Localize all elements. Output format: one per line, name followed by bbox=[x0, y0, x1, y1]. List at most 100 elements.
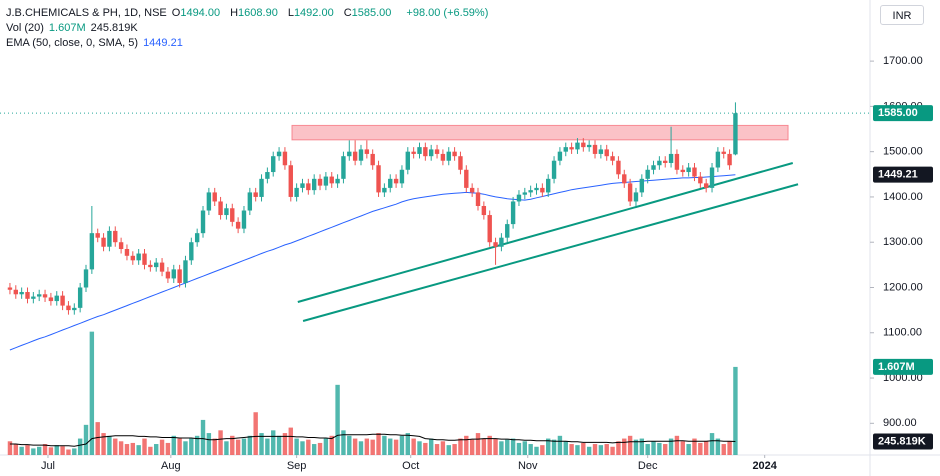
candle-body bbox=[598, 149, 604, 154]
volume-bar bbox=[107, 435, 112, 455]
candle-body bbox=[393, 178, 399, 184]
candle-body bbox=[288, 165, 293, 197]
volume-bar bbox=[352, 438, 358, 455]
volume-bar bbox=[306, 439, 311, 455]
ohlc-value: 1585.00 bbox=[351, 7, 392, 19]
volume-bar bbox=[540, 445, 545, 455]
ohlc-field: H1608.90 bbox=[230, 7, 283, 19]
currency-button[interactable]: INR bbox=[880, 5, 924, 25]
volume-bar bbox=[113, 438, 118, 455]
volume-bar bbox=[124, 444, 130, 455]
volume-bar bbox=[347, 435, 352, 455]
change: +98.00 (+6.59%) bbox=[406, 7, 489, 19]
candle-body bbox=[405, 151, 410, 170]
candle-body bbox=[171, 269, 176, 279]
candle-body bbox=[165, 271, 171, 279]
ohlc-key: C bbox=[343, 7, 352, 19]
candle-body bbox=[516, 194, 522, 202]
volume-bar bbox=[13, 444, 18, 455]
candle-body bbox=[200, 210, 206, 234]
volume-bar bbox=[230, 435, 235, 455]
volume-legend: Vol (20) 1.607M 245.819K bbox=[6, 21, 143, 35]
volume-bar bbox=[557, 435, 563, 455]
volume-bar bbox=[253, 412, 258, 455]
y-tick-label: 1000.00 bbox=[883, 372, 923, 384]
volume-bar bbox=[288, 427, 293, 455]
volume-bar bbox=[639, 438, 645, 455]
volume-bar bbox=[341, 430, 346, 455]
volume-bar bbox=[54, 445, 59, 455]
candle-body bbox=[709, 167, 715, 188]
volume-bar bbox=[393, 439, 399, 455]
volume-bar bbox=[66, 449, 71, 455]
candle-body bbox=[89, 233, 95, 270]
volume-bar bbox=[265, 438, 270, 455]
volume-bar bbox=[493, 438, 498, 455]
y-tick-label: 1200.00 bbox=[883, 281, 923, 293]
volume-bar bbox=[376, 433, 381, 455]
volume-bar bbox=[276, 435, 282, 455]
candle-body bbox=[48, 297, 54, 302]
candle-body bbox=[212, 192, 217, 202]
ohlc-fields: O1494.00 H1608.90 L1492.00 C1585.00 bbox=[172, 7, 402, 19]
trendline bbox=[302, 183, 799, 322]
candle-body bbox=[54, 295, 59, 302]
last-price-label-box bbox=[873, 105, 933, 122]
candle-body bbox=[95, 233, 100, 238]
candle-body bbox=[189, 242, 194, 261]
candle-body bbox=[639, 178, 645, 193]
volume-bar bbox=[19, 446, 24, 455]
volume-bar bbox=[329, 435, 334, 455]
candle-body bbox=[604, 149, 609, 157]
volume-bar bbox=[417, 441, 422, 455]
candle-body bbox=[306, 183, 311, 191]
candle-body bbox=[715, 151, 721, 168]
volume-label: 1.607M bbox=[878, 361, 915, 373]
volume-bar bbox=[698, 442, 703, 455]
ohlc-field: C1585.00 bbox=[344, 7, 397, 19]
volume-value: 1.607M bbox=[48, 22, 86, 34]
candle-body bbox=[294, 187, 299, 197]
candle-body bbox=[7, 287, 13, 290]
candle-body bbox=[522, 192, 528, 195]
candle-body bbox=[469, 187, 475, 193]
volume-bar bbox=[48, 447, 54, 455]
candle-body bbox=[622, 174, 627, 184]
candle-body bbox=[148, 264, 153, 268]
volume-bar bbox=[434, 444, 440, 455]
candle-body bbox=[721, 151, 726, 154]
volume-bar bbox=[154, 444, 159, 455]
candle-body bbox=[311, 178, 317, 191]
volume-bar bbox=[616, 441, 621, 455]
candle-body bbox=[154, 262, 159, 268]
candle-body bbox=[464, 169, 469, 188]
x-tick-label: Jul bbox=[41, 460, 55, 472]
volume-bar bbox=[703, 441, 709, 455]
volume-bar bbox=[575, 445, 580, 455]
candle-body bbox=[703, 183, 709, 188]
ema-legend: EMA (50, close, 0, SMA, 5) 1449.21 bbox=[6, 36, 188, 50]
candle-body bbox=[633, 192, 639, 202]
volume-bar bbox=[382, 435, 387, 455]
candle-body bbox=[510, 201, 516, 225]
candle-body bbox=[674, 153, 680, 170]
candle-body bbox=[551, 160, 557, 179]
ohlc-field: O1494.00 bbox=[172, 7, 225, 19]
volume-bar bbox=[604, 444, 609, 455]
volume-bar bbox=[464, 435, 469, 455]
candle-body bbox=[586, 144, 592, 148]
candle-body bbox=[218, 201, 223, 216]
volume-bar bbox=[370, 439, 375, 455]
volume-bar bbox=[627, 435, 633, 455]
candle-body bbox=[358, 149, 364, 161]
candle-body bbox=[13, 289, 18, 295]
volume-bar bbox=[692, 438, 697, 455]
candle-body bbox=[481, 205, 487, 216]
volume-bar bbox=[481, 438, 487, 455]
volume-bar bbox=[171, 435, 176, 455]
volume-bar bbox=[592, 444, 598, 455]
y-tick-label: 1100.00 bbox=[883, 327, 922, 339]
volume-bar bbox=[7, 441, 13, 455]
volume-bar bbox=[657, 442, 662, 455]
volume-bar bbox=[505, 439, 510, 455]
